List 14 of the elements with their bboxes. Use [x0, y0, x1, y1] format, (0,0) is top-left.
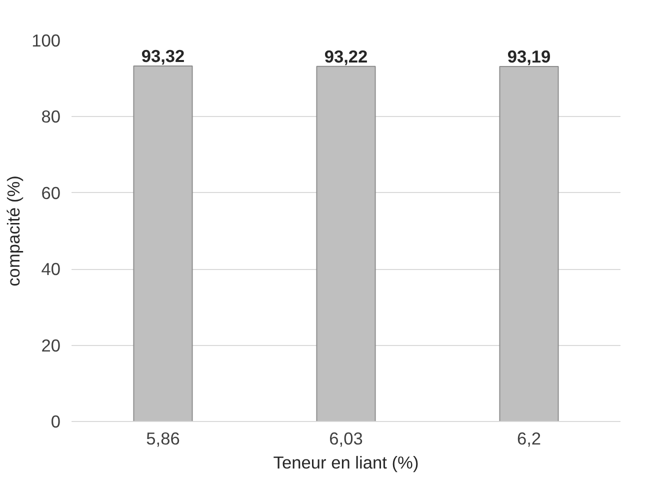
y-tick-label: 40: [41, 259, 61, 280]
y-tick-label: 100: [32, 30, 61, 50]
data-label: 93,32: [141, 46, 185, 66]
data-label: 93,22: [324, 46, 368, 66]
x-tick-label: 6,03: [329, 428, 363, 448]
x-axis-title: Teneur en liant (%): [273, 452, 419, 472]
x-tick-label: 5,86: [146, 428, 180, 448]
y-axis-title: compacité (%): [4, 176, 24, 286]
data-label: 93,19: [507, 46, 551, 66]
y-tick-label: 20: [41, 335, 61, 356]
y-tick-label: 60: [41, 182, 61, 203]
x-tick-label: 6,2: [516, 428, 542, 448]
y-tick-label: 0: [50, 412, 61, 432]
y-tick-label: 80: [41, 106, 61, 127]
